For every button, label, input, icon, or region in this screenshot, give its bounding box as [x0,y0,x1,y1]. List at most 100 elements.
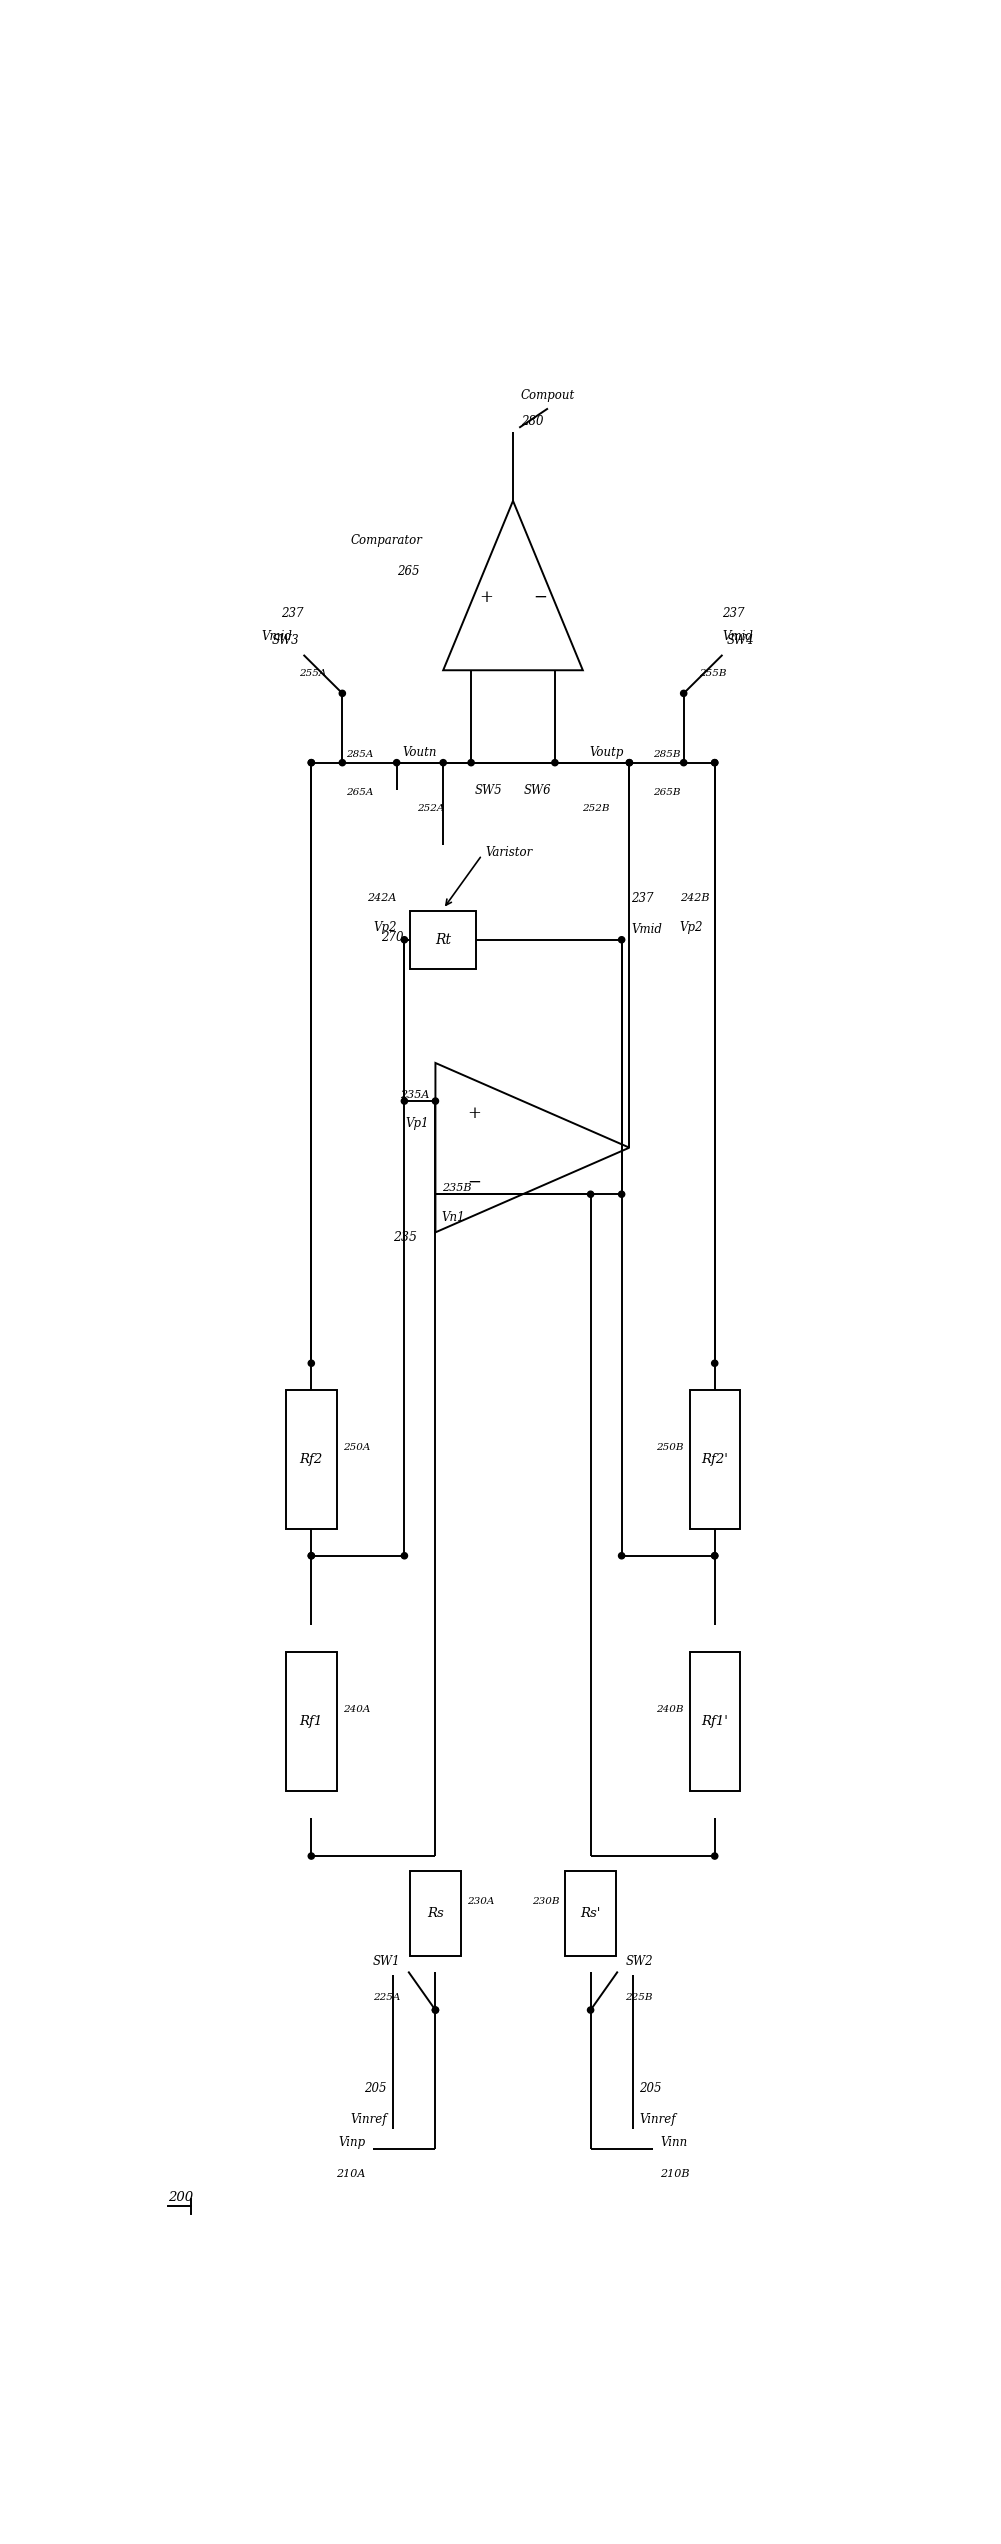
Circle shape [619,1191,625,1198]
Text: Vp1: Vp1 [405,1117,429,1130]
Circle shape [401,1552,407,1559]
Circle shape [619,1552,625,1559]
Circle shape [401,1099,407,1104]
Circle shape [308,1552,314,1559]
Text: Vinref: Vinref [350,2112,386,2127]
Text: 240A: 240A [342,1704,370,1715]
Text: +: + [478,588,492,605]
Circle shape [401,936,407,944]
Text: +: + [467,1104,481,1122]
Circle shape [308,1552,314,1559]
Text: 235A: 235A [399,1089,429,1099]
Text: 210B: 210B [661,2170,690,2180]
Text: 242A: 242A [367,893,396,903]
Text: 235: 235 [392,1231,416,1244]
Text: −: − [467,1173,481,1191]
Text: Vmid: Vmid [631,923,662,936]
Text: 210A: 210A [336,2170,365,2180]
Circle shape [393,761,399,766]
Circle shape [627,761,633,766]
FancyBboxPatch shape [690,1651,740,1791]
Text: 252B: 252B [582,804,610,812]
Circle shape [681,761,687,766]
Text: 230A: 230A [466,1898,494,1905]
Text: 252A: 252A [416,804,444,812]
Text: Rt: Rt [435,934,451,946]
Text: 255A: 255A [299,669,326,677]
Circle shape [712,761,718,766]
Text: Vinn: Vinn [661,2134,688,2150]
Circle shape [432,1099,438,1104]
Text: SW2: SW2 [626,1954,653,1967]
Circle shape [440,761,446,766]
FancyBboxPatch shape [286,1651,336,1791]
Text: 242B: 242B [680,893,710,903]
Text: Rs: Rs [427,1908,443,1921]
Text: 270: 270 [381,931,404,944]
Text: 225B: 225B [626,1994,653,2002]
Text: Vp2: Vp2 [373,921,396,934]
Circle shape [308,1361,314,1366]
Text: SW6: SW6 [524,784,551,796]
FancyBboxPatch shape [690,1389,740,1529]
Text: Vmid: Vmid [723,631,754,644]
Circle shape [339,689,345,697]
Text: 255B: 255B [700,669,727,677]
Circle shape [712,1552,718,1559]
Text: Voutp: Voutp [590,745,624,758]
Text: Comparator: Comparator [350,534,422,547]
Text: 205: 205 [364,2081,386,2094]
Circle shape [588,1191,594,1198]
Text: 280: 280 [521,415,544,427]
Text: Rf1: Rf1 [299,1715,323,1727]
Circle shape [712,1552,718,1559]
Text: 237: 237 [723,608,745,621]
Text: SW3: SW3 [272,633,299,646]
Text: Vinp: Vinp [338,2134,365,2150]
Text: SW1: SW1 [373,1954,400,1967]
FancyBboxPatch shape [286,1389,336,1529]
Circle shape [308,1852,314,1860]
Text: 285B: 285B [653,750,680,758]
Text: SW5: SW5 [475,784,503,796]
Text: Vn1: Vn1 [441,1211,465,1224]
Text: 265B: 265B [653,789,680,796]
Circle shape [619,936,625,944]
Text: 250A: 250A [342,1442,370,1453]
Circle shape [552,761,558,766]
Text: Vinref: Vinref [640,2112,676,2127]
Text: Varistor: Varistor [485,847,534,860]
Text: Rs': Rs' [581,1908,601,1921]
Text: 285A: 285A [346,750,373,758]
Text: 225A: 225A [373,1994,400,2002]
Circle shape [712,761,718,766]
Circle shape [308,761,314,766]
Text: Rf1': Rf1' [702,1715,728,1727]
Circle shape [432,2007,438,2012]
Text: 237: 237 [281,608,303,621]
Circle shape [432,2007,438,2012]
Text: Vp2: Vp2 [680,921,704,934]
Text: 265A: 265A [346,789,373,796]
FancyBboxPatch shape [410,1872,460,1956]
Text: Rf2: Rf2 [299,1453,323,1465]
Circle shape [339,761,345,766]
Circle shape [588,2007,594,2012]
Text: −: − [534,588,548,605]
Text: 205: 205 [640,2081,662,2094]
Text: Voutn: Voutn [402,745,436,758]
Circle shape [308,761,314,766]
Circle shape [468,761,474,766]
Text: 240B: 240B [656,1704,684,1715]
Text: 250B: 250B [656,1442,684,1453]
Text: 237: 237 [631,893,654,906]
Circle shape [712,1361,718,1366]
Text: 230B: 230B [532,1898,560,1905]
Text: Vmid: Vmid [261,631,292,644]
Text: 265: 265 [396,565,419,577]
Text: Compout: Compout [521,389,575,402]
FancyBboxPatch shape [566,1872,616,1956]
Circle shape [681,689,687,697]
FancyBboxPatch shape [410,911,476,969]
Text: 200: 200 [168,2190,193,2203]
